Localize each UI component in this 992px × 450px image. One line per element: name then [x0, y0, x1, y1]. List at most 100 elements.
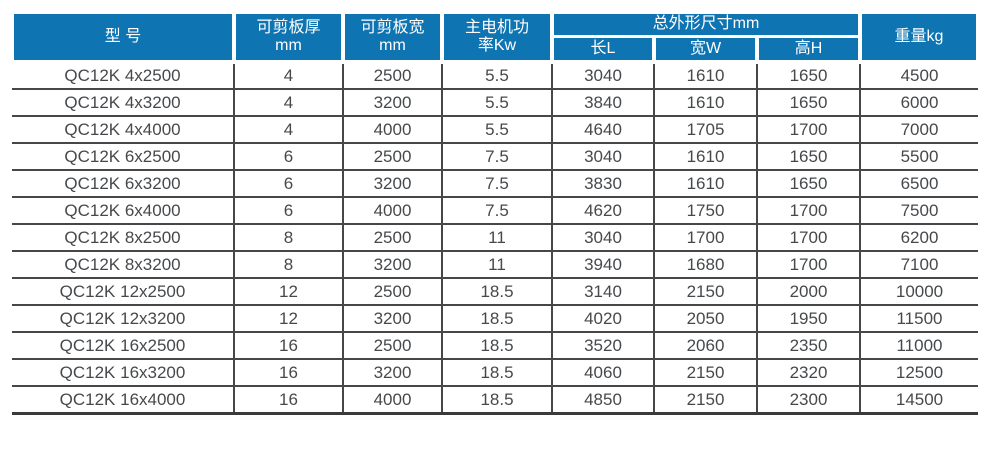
cell-motor-power: 5.5 [441, 115, 553, 145]
table-header: 型 号 可剪板厚 mm 可剪板宽 mm 主电机功 率Kw 总外形尺寸mm 重量k… [10, 9, 980, 65]
cell-weight: 5500 [859, 142, 978, 172]
cell-height-h: 2320 [756, 358, 861, 388]
table-row: QC12K 8x2500 8 2500 11 3040 1700 1700 6200 [12, 223, 978, 253]
table-row: QC12K 4x4000 4 4000 5.5 4640 1705 1700 7000 [12, 115, 978, 145]
table-row: QC12K 4x2500 4 2500 5.5 3040 1610 1650 4500 [12, 62, 978, 91]
cell-length-l: 4020 [551, 304, 655, 334]
cell-model: QC12K 4x3200 [12, 88, 235, 118]
cell-height-h: 2350 [756, 331, 861, 361]
cell-weight: 10000 [859, 277, 978, 307]
cell-plate-width: 2500 [342, 142, 443, 172]
cell-weight: 6200 [859, 223, 978, 253]
cell-motor-power: 18.5 [441, 331, 553, 361]
cell-plate-width: 4000 [342, 196, 443, 226]
cell-plate-thickness: 6 [233, 169, 344, 199]
cell-model: QC12K 12x3200 [12, 304, 235, 334]
col-header-height-h: 高H [755, 36, 862, 65]
cell-model: QC12K 8x2500 [12, 223, 235, 253]
cell-motor-power: 5.5 [441, 62, 553, 91]
cell-plate-thickness: 16 [233, 385, 344, 415]
cell-length-l: 4850 [551, 385, 655, 415]
col-header-length-l: 长L [550, 36, 656, 65]
cell-width-w: 2150 [653, 385, 758, 415]
table-row: QC12K 12x2500 12 2500 18.5 3140 2150 2000 10000 [12, 277, 978, 307]
cell-plate-thickness: 16 [233, 358, 344, 388]
cell-width-w: 1750 [653, 196, 758, 226]
col-header-motor-power: 主电机功 率Kw [440, 9, 554, 65]
cell-weight: 4500 [859, 62, 978, 91]
cell-weight: 6000 [859, 88, 978, 118]
cell-model: QC12K 16x3200 [12, 358, 235, 388]
cell-width-w: 1610 [653, 169, 758, 199]
cell-plate-thickness: 16 [233, 331, 344, 361]
cell-plate-thickness: 12 [233, 304, 344, 334]
cell-plate-width: 3200 [342, 250, 443, 280]
cell-motor-power: 11 [441, 250, 553, 280]
cell-motor-power: 7.5 [441, 142, 553, 172]
cell-weight: 6500 [859, 169, 978, 199]
cell-length-l: 3840 [551, 88, 655, 118]
col-header-plate-thickness: 可剪板厚 mm [232, 9, 345, 65]
cell-model: QC12K 12x2500 [12, 277, 235, 307]
cell-length-l: 3520 [551, 331, 655, 361]
cell-motor-power: 18.5 [441, 385, 553, 415]
cell-height-h: 1700 [756, 115, 861, 145]
cell-plate-width: 3200 [342, 88, 443, 118]
cell-motor-power: 18.5 [441, 304, 553, 334]
cell-plate-thickness: 4 [233, 115, 344, 145]
cell-plate-width: 2500 [342, 223, 443, 253]
spec-sheet-page: 型 号 可剪板厚 mm 可剪板宽 mm 主电机功 率Kw 总外形尺寸mm 重量k… [10, 9, 980, 415]
cell-length-l: 3940 [551, 250, 655, 280]
cell-length-l: 3040 [551, 62, 655, 91]
cell-motor-power: 11 [441, 223, 553, 253]
cell-weight: 12500 [859, 358, 978, 388]
cell-width-w: 2050 [653, 304, 758, 334]
cell-plate-width: 3200 [342, 304, 443, 334]
cell-model: QC12K 4x4000 [12, 115, 235, 145]
cell-height-h: 1700 [756, 196, 861, 226]
cell-plate-thickness: 8 [233, 223, 344, 253]
cell-height-h: 2300 [756, 385, 861, 415]
cell-plate-thickness: 4 [233, 88, 344, 118]
cell-height-h: 1950 [756, 304, 861, 334]
col-header-plate-width: 可剪板宽 mm [341, 9, 444, 65]
cell-length-l: 3040 [551, 142, 655, 172]
cell-width-w: 1680 [653, 250, 758, 280]
cell-plate-width: 3200 [342, 358, 443, 388]
cell-weight: 7100 [859, 250, 978, 280]
table-row: QC12K 8x3200 8 3200 11 3940 1680 1700 7100 [12, 250, 978, 280]
cell-width-w: 1610 [653, 88, 758, 118]
cell-width-w: 1610 [653, 142, 758, 172]
cell-width-w: 1700 [653, 223, 758, 253]
cell-plate-width: 2500 [342, 62, 443, 91]
table-row: QC12K 6x4000 6 4000 7.5 4620 1750 1700 7500 [12, 196, 978, 226]
cell-model: QC12K 6x2500 [12, 142, 235, 172]
table-row: QC12K 6x2500 6 2500 7.5 3040 1610 1650 5500 [12, 142, 978, 172]
col-header-weight: 重量kg [858, 9, 980, 65]
cell-length-l: 3830 [551, 169, 655, 199]
cell-plate-width: 4000 [342, 115, 443, 145]
cell-height-h: 1650 [756, 62, 861, 91]
table-row: QC12K 16x3200 16 3200 18.5 4060 2150 2320 12500 [12, 358, 978, 388]
cell-plate-thickness: 6 [233, 142, 344, 172]
table-row: QC12K 6x3200 6 3200 7.5 3830 1610 1650 6500 [12, 169, 978, 199]
cell-weight: 11500 [859, 304, 978, 334]
cell-plate-width: 3200 [342, 169, 443, 199]
table-row: QC12K 16x2500 16 2500 18.5 3520 2060 2350 11000 [12, 331, 978, 361]
cell-model: QC12K 6x4000 [12, 196, 235, 226]
table-row: QC12K 12x3200 12 3200 18.5 4020 2050 1950 11500 [12, 304, 978, 334]
cell-width-w: 2060 [653, 331, 758, 361]
cell-motor-power: 5.5 [441, 88, 553, 118]
cell-width-w: 2150 [653, 277, 758, 307]
cell-model: QC12K 4x2500 [12, 62, 235, 91]
cell-weight: 7000 [859, 115, 978, 145]
table-body: QC12K 4x2500 4 2500 5.5 3040 1610 1650 4500 QC12… [12, 62, 978, 415]
cell-height-h: 1700 [756, 250, 861, 280]
cell-height-h: 1650 [756, 88, 861, 118]
cell-height-h: 1700 [756, 223, 861, 253]
cell-motor-power: 7.5 [441, 196, 553, 226]
machine-spec-table: 型 号 可剪板厚 mm 可剪板宽 mm 主电机功 率Kw 总外形尺寸mm 重量k… [10, 9, 980, 415]
cell-plate-width: 2500 [342, 331, 443, 361]
cell-motor-power: 7.5 [441, 169, 553, 199]
cell-length-l: 4620 [551, 196, 655, 226]
